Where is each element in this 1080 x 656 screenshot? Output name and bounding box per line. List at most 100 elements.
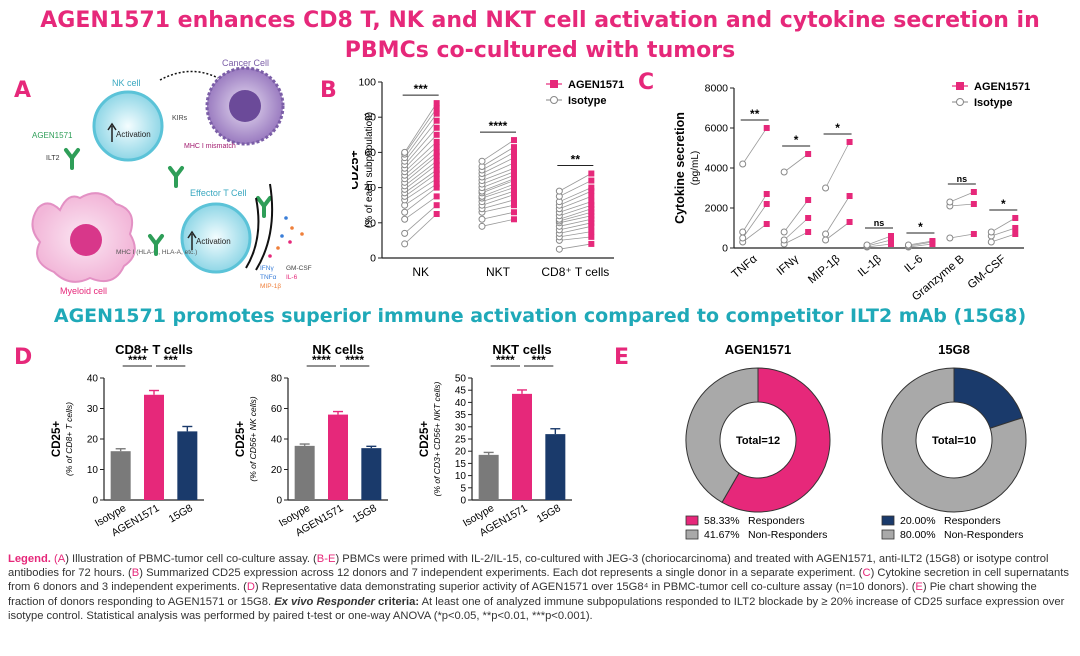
myeloid-cell [31, 192, 136, 283]
pair-line [559, 218, 592, 227]
pair-line [559, 204, 592, 217]
significance-label: ** [750, 107, 760, 121]
agen1571-point [511, 184, 517, 191]
agen1571-point [588, 233, 595, 240]
agen1571-point [588, 240, 595, 247]
pair-line [949, 203, 974, 207]
activation-arrow-2-icon [255, 183, 274, 271]
agen1571-point [805, 215, 812, 221]
pie-slice [721, 367, 831, 513]
y-tick-label: 40 [364, 182, 376, 194]
agen1571-point [433, 152, 440, 159]
pair-line [481, 194, 515, 206]
agen1571-point [763, 191, 770, 197]
bar [545, 434, 566, 500]
legend-label: Isotype [568, 95, 607, 107]
bar [512, 393, 532, 500]
agen1571-point [846, 139, 853, 145]
effector-t-cell-label: Effector T Cell [190, 188, 247, 198]
chart-d-cd8: CD8+ T cells 0 10 20 30 40 CD25+ (% of CD8+ T c… [51, 342, 204, 539]
isotype-point [946, 234, 954, 242]
agen1571-point [511, 216, 517, 223]
x-tick-label: NK [412, 265, 429, 279]
legend-label: AGEN1571 [568, 79, 624, 91]
bar [110, 451, 131, 500]
legend-ref-b: B [131, 567, 140, 580]
legend-marker-circle [956, 98, 964, 106]
agen1571-point [433, 202, 440, 209]
pair-line [559, 187, 592, 203]
y-tick-label: 45 [455, 386, 467, 397]
panel-letter-c: C [638, 70, 655, 95]
isotype-point [401, 215, 409, 223]
pair-line [404, 178, 437, 201]
center-label: Total=12 [736, 435, 780, 447]
agen1571-point [433, 149, 440, 156]
pair-line [481, 167, 515, 181]
significance-label: * [794, 133, 799, 147]
pair-line [991, 217, 1016, 233]
pair-line [825, 195, 850, 235]
agen1571-point [433, 144, 440, 151]
agen1571-point [433, 131, 440, 138]
isotype-point [863, 241, 871, 249]
significance-label: **** [489, 119, 508, 133]
agen1571-point [588, 223, 595, 230]
diagram-a: Cancer Cell Activation NK cell KIRs MHC … [31, 58, 312, 296]
legend-pct: 20.00% [900, 515, 936, 527]
legend-pct: 41.67% [704, 529, 740, 541]
agen1571-point [433, 138, 440, 145]
isotype-point [780, 236, 788, 244]
chart-e-15g8: 15G8 Total=10 20.00% Responders 80.00% Non-Re… [881, 342, 1027, 541]
significance-label: *** [532, 353, 546, 367]
y-tick-label: 25 [455, 435, 467, 446]
pair-line [404, 113, 437, 158]
agen1571-point [511, 196, 517, 203]
effector-t-cell: Activation [180, 202, 252, 274]
pair-line [404, 213, 437, 245]
cytokine-dots [268, 216, 304, 258]
bar [478, 454, 499, 500]
agen1571-point [588, 228, 595, 235]
pair-line [559, 201, 592, 213]
legend-part: ) Representative data demonstrating supe… [254, 581, 916, 594]
chart-title: NKT cells [492, 342, 551, 357]
activation-arrow-icon [245, 197, 260, 269]
agen1571-point [929, 238, 936, 244]
pair-line [559, 173, 592, 192]
agen1571-point [970, 201, 977, 207]
pair-line [481, 218, 515, 227]
pair-line [559, 236, 592, 241]
agen1571-point [433, 161, 440, 168]
agen1571-point [588, 170, 595, 177]
agen1571-point [588, 216, 595, 223]
y-tick-label: 80 [271, 374, 283, 385]
x-tick-label: IL-6 [902, 253, 925, 275]
cytokine-il6: IL-6 [286, 274, 298, 281]
y-tick-label: 15 [455, 459, 467, 470]
agen1571-point [433, 100, 440, 107]
agen1571-point [588, 193, 595, 200]
cytokine-gmcsf: GM-CSF [286, 265, 312, 272]
pair-line [404, 160, 437, 187]
y-tick-label: 20 [271, 465, 283, 476]
agen1571-point [511, 191, 517, 198]
bar [177, 431, 198, 500]
y-tick-label: 20 [364, 217, 376, 229]
pair-line [404, 152, 437, 180]
pair-line [742, 193, 768, 233]
y-tick-label: 0 [722, 243, 728, 255]
significance-label: * [835, 121, 840, 135]
agen1571-point [511, 175, 517, 182]
legend-swatch [685, 515, 699, 526]
cancer-cell [205, 66, 285, 146]
legend-pct: 58.33% [704, 515, 740, 527]
agen1571-point [846, 193, 853, 199]
pair-line [825, 141, 850, 189]
y-tick-label: 0 [276, 496, 282, 507]
legend-ref-be: B-E [316, 553, 336, 565]
bar [144, 394, 164, 500]
ilt2-label: ILT2 [46, 155, 60, 162]
panel-letter-e: E [614, 345, 630, 370]
